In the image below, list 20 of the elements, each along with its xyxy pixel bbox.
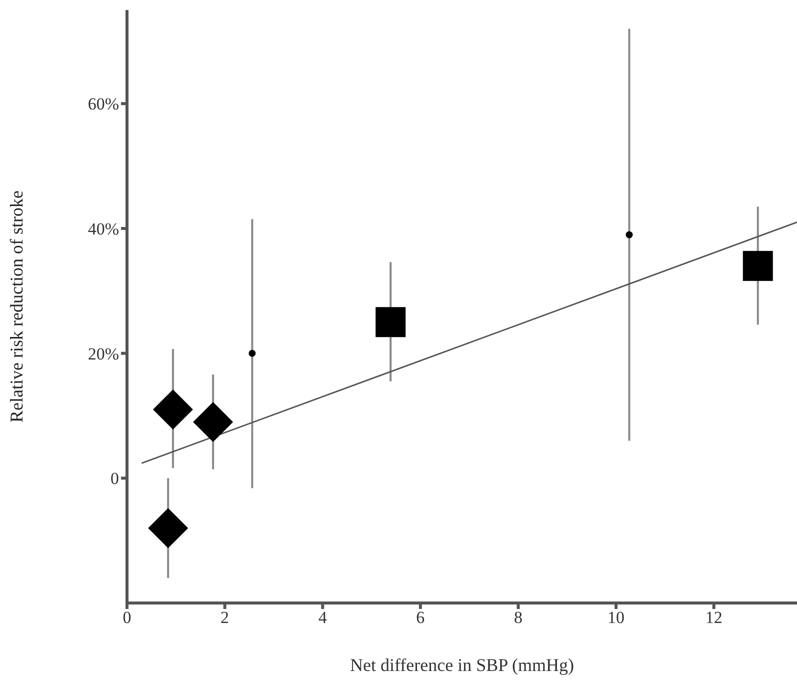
x-tick-label: 12 [705,608,722,628]
y-tick-label: 20% [88,344,119,364]
x-tick-label: 8 [514,608,522,628]
point [376,307,406,338]
y-tick-label: 0 [110,469,119,488]
x-tick-label: 2 [220,608,230,628]
point [248,350,256,357]
x-axis-title: Net difference in SBP (mmHg) [350,655,574,675]
point [152,389,193,430]
y-tick-label: 40% [88,220,119,239]
point [193,402,234,442]
x-tick-label: 6 [416,608,425,628]
point [148,508,188,548]
x-tick-label: 0 [122,608,132,628]
point [626,231,633,238]
y-tick-label: 60% [88,94,119,114]
x-tick-label: 10 [608,608,625,628]
x-tick-label: 4 [318,608,328,628]
y-axis-title: Relative risk reduction of stroke [6,190,26,422]
point [742,250,773,281]
